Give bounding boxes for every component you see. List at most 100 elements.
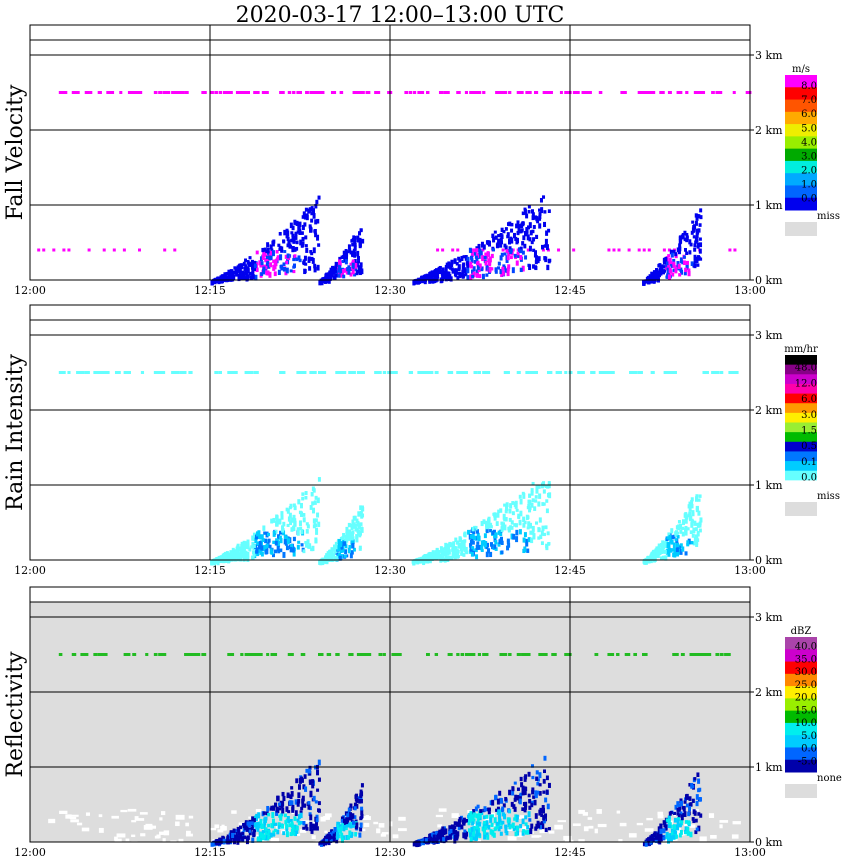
precip-cell: [672, 811, 676, 815]
precip-cell: [531, 481, 535, 486]
precip-cell: [655, 551, 659, 558]
colorbar-swatch: [785, 148, 817, 162]
precip-cell: [524, 830, 528, 835]
precip-cell: [544, 484, 548, 489]
precip-cell: [661, 555, 665, 560]
precip-cell: [677, 520, 681, 524]
precip-cell: [493, 544, 497, 549]
precip-cell: [685, 235, 689, 239]
precip-cell: [262, 811, 266, 815]
empty-cell: [437, 824, 442, 828]
bright-band-cell: [542, 653, 548, 656]
precip-cell: [699, 257, 703, 261]
precip-cell: [674, 252, 678, 257]
colorbar-label: 5.0: [801, 123, 817, 134]
precip-cell: [467, 529, 471, 535]
precip-cell: [676, 544, 680, 549]
precip-cell: [695, 541, 699, 545]
bright-band-cell: [680, 653, 685, 656]
bright-band-cell: [667, 371, 674, 374]
precip-cell: [303, 255, 307, 261]
drizzle-cell: [67, 248, 71, 252]
precip-cell: [696, 245, 700, 249]
bright-band-cell: [153, 653, 158, 656]
precip-cell: [339, 269, 343, 274]
precip-cell: [358, 832, 362, 838]
precip-cell: [246, 838, 250, 842]
precip-cell: [526, 825, 530, 830]
precip-cell: [317, 801, 321, 806]
precip-cell: [688, 796, 692, 801]
precip-cell: [243, 276, 247, 280]
precip-cell: [352, 515, 356, 521]
precip-cell: [316, 218, 320, 224]
colorbar-swatch: [785, 160, 817, 174]
colorbar-swatch: [785, 383, 817, 395]
precip-cell: [683, 247, 687, 252]
precip-cell: [301, 224, 305, 231]
precip-cell: [332, 268, 336, 275]
bright-band-cell: [495, 91, 502, 94]
drizzle-cell: [728, 248, 732, 252]
bright-band-cell: [611, 371, 615, 374]
precip-cell: [667, 819, 671, 825]
drizzle-cell: [647, 248, 651, 252]
precip-cell: [247, 261, 251, 267]
precip-cell: [448, 834, 452, 840]
precip-cell: [545, 789, 549, 795]
precip-cell: [542, 815, 546, 821]
precip-cell: [332, 833, 336, 840]
precip-cell: [542, 778, 546, 784]
precip-cell: [257, 814, 261, 819]
precip-cell: [539, 534, 543, 540]
precip-cell: [278, 247, 282, 251]
precip-cell: [547, 228, 551, 233]
precip-cell: [670, 548, 674, 552]
drizzle-cell: [541, 248, 545, 252]
precip-cell: [656, 832, 660, 838]
precip-cell: [649, 837, 653, 841]
precip-cell: [499, 822, 503, 826]
precip-cell: [234, 266, 238, 271]
precip-cell: [521, 785, 525, 791]
precip-cell: [280, 515, 284, 520]
colorbar-swatch: [785, 432, 817, 443]
precip-cell: [458, 536, 462, 543]
precip-cell: [507, 822, 511, 827]
precip-cell: [495, 521, 499, 527]
precip-cell: [292, 514, 296, 519]
precip-cell: [693, 537, 697, 543]
precip-cell: [487, 548, 491, 554]
empty-cell: [646, 817, 653, 821]
precip-cell: [542, 532, 546, 537]
precip-cell: [311, 208, 315, 214]
precip-cell: [679, 544, 683, 548]
precip-cell: [431, 837, 435, 844]
precip-cell: [667, 824, 671, 829]
precip-cell: [260, 534, 264, 539]
empty-cell: [583, 826, 589, 832]
empty-cell: [563, 835, 572, 841]
precip-cell: [242, 822, 246, 829]
precip-cell: [300, 776, 304, 782]
precip-cell: [672, 824, 676, 830]
precip-cell: [267, 823, 271, 828]
precip-cell: [264, 827, 268, 832]
precip-cell: [529, 530, 533, 535]
empty-cell: [221, 824, 225, 828]
precip-cell: [657, 550, 661, 555]
precip-cell: [340, 835, 344, 839]
precip-cell: [348, 812, 352, 819]
empty-cell: [156, 834, 161, 839]
precip-cell: [221, 835, 225, 841]
bright-band-cell: [356, 91, 364, 94]
bright-band-cell: [300, 653, 306, 656]
precip-cell: [357, 531, 361, 535]
precip-cell: [350, 550, 354, 555]
precip-cell: [261, 538, 265, 543]
precip-cell: [288, 800, 292, 805]
bright-band-cell: [218, 91, 223, 94]
precip-cell: [664, 555, 668, 561]
precip-cell: [266, 261, 270, 265]
empty-cell: [451, 813, 459, 818]
